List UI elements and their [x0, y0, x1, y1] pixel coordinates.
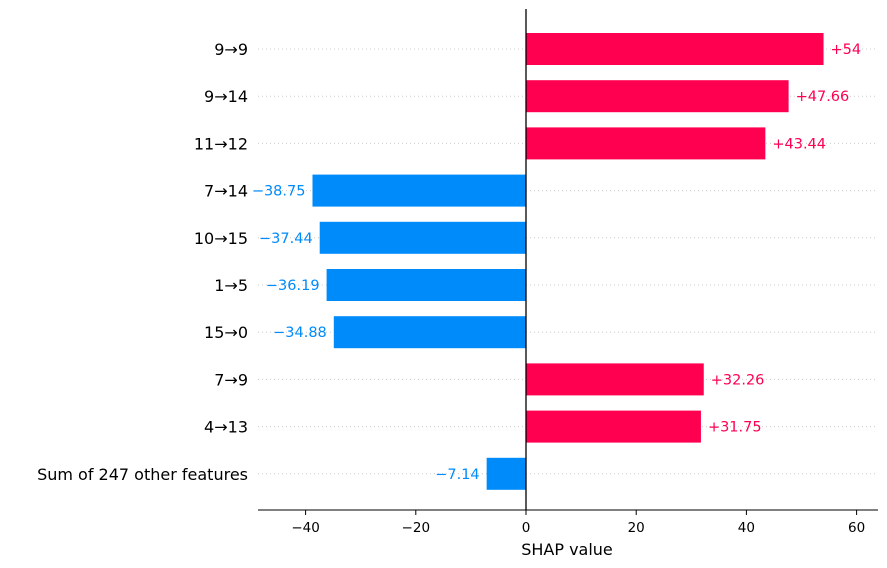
x-tick-label: −20 — [402, 520, 431, 536]
value-labels: +54 +47.66 +43.44 −38.75 −37.44 −36.19 −34.88 +… — [252, 42, 861, 483]
feature-label: 15→0 — [204, 323, 248, 342]
value-label: +32.26 — [711, 372, 765, 388]
feature-label: 4→13 — [204, 418, 248, 437]
value-label: +54 — [831, 42, 862, 58]
bar — [526, 80, 789, 113]
feature-label: Sum of 247 other features — [37, 465, 248, 484]
bar — [319, 221, 526, 254]
bar — [526, 127, 766, 160]
value-label: −7.14 — [435, 467, 479, 483]
value-label: +31.75 — [708, 420, 762, 436]
bar — [486, 457, 526, 490]
feature-label: 9→14 — [204, 87, 248, 106]
x-tick-label: 20 — [628, 520, 645, 536]
bar — [333, 316, 526, 349]
bar — [312, 174, 526, 207]
feature-label: 10→15 — [194, 229, 248, 248]
value-label: −36.19 — [266, 278, 320, 294]
grid-lines — [258, 48, 878, 475]
x-axis-label: SHAP value — [521, 540, 613, 559]
value-label: −37.44 — [259, 231, 313, 247]
bars — [312, 33, 824, 490]
bar — [526, 363, 704, 396]
x-tick-label: 60 — [848, 520, 865, 536]
bar — [526, 410, 701, 443]
x-tick-label: −40 — [291, 520, 320, 536]
feature-label: 7→14 — [204, 182, 248, 201]
value-label: −34.88 — [273, 325, 327, 341]
x-tick-label: 0 — [522, 520, 531, 536]
feature-label: 1→5 — [214, 276, 248, 295]
bar — [526, 33, 824, 65]
value-label: −38.75 — [252, 184, 306, 200]
feature-label: 7→9 — [214, 370, 248, 389]
bar — [326, 269, 526, 301]
feature-label: 11→12 — [194, 134, 248, 153]
value-label: +47.66 — [796, 89, 850, 105]
feature-labels: 9→9 9→14 11→12 7→14 10→15 1→5 15→0 7→9 4→13 Sum o… — [37, 40, 248, 484]
x-axis-ticks: −40 −20 0 20 40 60 — [291, 510, 865, 536]
x-tick-label: 40 — [738, 520, 755, 536]
value-label: +43.44 — [772, 136, 826, 152]
feature-label: 9→9 — [214, 40, 248, 59]
